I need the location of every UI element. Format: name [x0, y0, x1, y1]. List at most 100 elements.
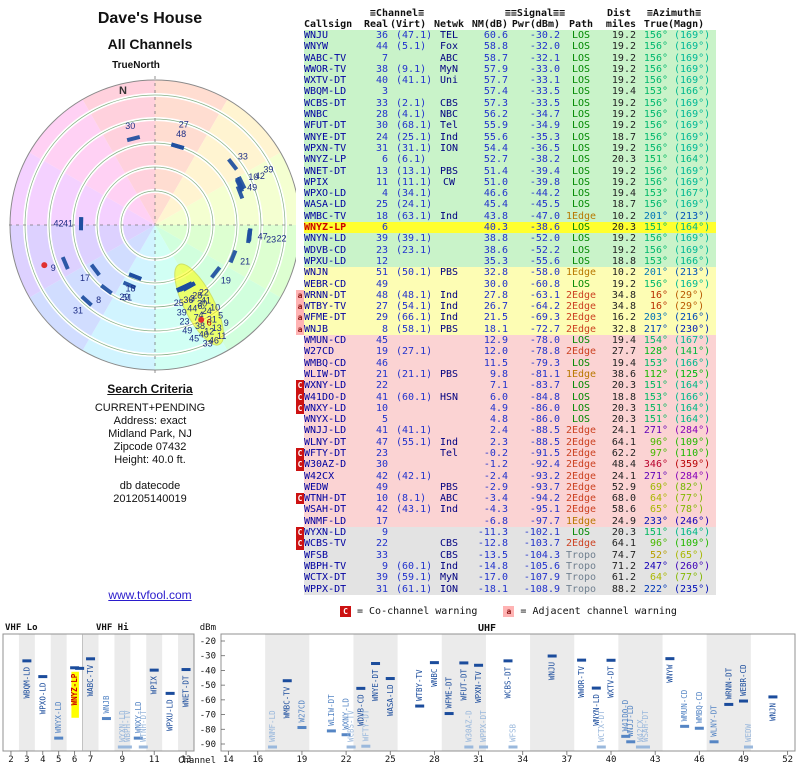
real-channel-cell: 7 — [381, 52, 388, 64]
azimuth-true-cell: 156° — [643, 97, 668, 109]
virtual-channel-cell — [388, 222, 430, 233]
axis-label: 13 — [181, 755, 192, 765]
real-channel-cell: 38 — [375, 63, 388, 75]
real-channel-cell: 6 — [381, 222, 388, 234]
callsign-cell: WPXO-LD — [304, 188, 347, 200]
azimuth-true-cell: 217° — [643, 323, 668, 335]
axis-label: 4 — [40, 755, 45, 765]
signal-callsign-label: WMBC-TV — [283, 686, 292, 718]
virtual-channel-cell: (61.1) — [390, 583, 430, 595]
nm-cell: 57.7 — [483, 75, 508, 87]
table-row: WNBC 28 (4.1) NBC 56.2 -34.7 LOS 19.2 156° (169… — [296, 109, 716, 121]
azimuth-true-cell: 153° — [643, 255, 668, 267]
distance-cell: 20.3 — [611, 380, 636, 392]
signal-callsign-label: WEDW — [744, 723, 753, 742]
station-channel-label: 5 — [218, 310, 223, 320]
network-cell: Fox — [439, 41, 459, 53]
azimuth-magn-cell: (284°) — [668, 425, 711, 437]
warning-marker: C — [296, 459, 304, 471]
station-channel-label: 22 — [276, 233, 286, 243]
azimuth-true-cell: 271° — [643, 470, 668, 482]
network-cell: CBS — [439, 97, 459, 109]
station-channel-label: 40 — [199, 330, 209, 340]
real-channel-cell: 36 — [375, 30, 388, 41]
virtual-channel-cell: (8.1) — [390, 493, 427, 505]
signal-callsign-label: WNET-DT — [182, 675, 191, 707]
azimuth-magn-cell: (169°) — [668, 165, 711, 177]
db-datecode-label: db datecode — [119, 480, 181, 492]
station-channel-label: 44 — [187, 304, 197, 314]
virtual-channel-cell: (68.1) — [390, 120, 430, 132]
azimuth-true-cell: 156° — [643, 199, 668, 211]
power-cell: -93.7 — [529, 481, 560, 493]
warning-marker — [296, 255, 304, 268]
real-channel-cell: 23 — [375, 244, 388, 256]
power-cell: -104.3 — [523, 549, 560, 561]
signal-bar — [341, 733, 351, 737]
station-channel-label: 42 — [255, 171, 265, 181]
azimuth-true-cell: 52° — [649, 549, 668, 561]
warning-marker: C — [296, 380, 304, 392]
distance-cell: 74.7 — [611, 549, 636, 561]
azimuth-true-cell: 151° — [643, 402, 668, 414]
callsign-cell: WNJN — [304, 267, 329, 279]
warning-marker — [296, 267, 304, 279]
azimuth-true-cell: 97° — [649, 447, 668, 459]
power-cell: -34.9 — [529, 120, 560, 132]
azimuth-true-cell: 16° — [649, 301, 668, 313]
azimuth-true-cell: 153° — [643, 86, 668, 98]
azimuth-true-cell: 69° — [649, 481, 668, 493]
nm-cell: 9.8 — [489, 368, 508, 380]
table-row: WDVB-CD 23 (23.1) 38.6 -52.2 LOS 19.2 156° (16… — [296, 244, 716, 256]
path-cell: 1Edge — [565, 368, 597, 380]
axis-label: VHF Hi — [96, 622, 129, 633]
tvfool-link[interactable]: www.tvfool.com — [108, 588, 192, 602]
callsign-cell: WPPX-DT — [304, 583, 347, 595]
real-channel-cell: 51 — [375, 267, 388, 279]
nm-cell: 57.9 — [483, 63, 508, 75]
callsign-cell: WMUN-CD — [304, 335, 347, 347]
real-channel-cell: 30 — [375, 459, 388, 471]
warning-marker — [296, 52, 304, 64]
station-channel-label: 13 — [212, 323, 222, 333]
azimuth-magn-cell: (78°) — [668, 504, 705, 516]
nm-cell: 52.7 — [483, 154, 508, 166]
virtual-channel-cell — [388, 550, 430, 561]
table-row: WCBS-DT 33 (2.1) CBS 57.3 -33.5 LOS 19.2 156° (… — [296, 97, 716, 110]
distance-cell: 10.2 — [611, 210, 636, 222]
signal-bar — [474, 663, 484, 667]
signal-callsign-label: WPXU-LD — [166, 699, 175, 731]
axis-label: 14 — [223, 755, 234, 765]
signal-callsign-label: WFSB — [508, 723, 517, 742]
path-cell: 2Edge — [565, 504, 597, 516]
azimuth-true-cell: 201° — [643, 267, 668, 279]
signal-bar — [86, 657, 96, 661]
path-cell: LOS — [571, 255, 591, 267]
azimuth-magn-cell: (169°) — [668, 244, 711, 256]
network-cell: Ind — [439, 312, 459, 324]
axis-label: 52 — [782, 755, 793, 765]
virtual-channel-cell — [388, 256, 430, 267]
path-cell: 2Edge — [565, 538, 597, 550]
nm-cell: -4.3 — [483, 504, 508, 516]
azimuth-magn-cell: (141°) — [668, 346, 711, 358]
virtual-channel-cell: (13.1) — [390, 165, 430, 177]
axis-label: -30 — [200, 652, 216, 662]
network-cell: TEL — [439, 30, 459, 41]
signal-bar — [133, 736, 143, 740]
virtual-channel-cell: (47.1) — [390, 30, 430, 41]
table-row: WNMF-LD 17 -6.8 -97.7 1Edge 24.9 233° (246°) — [296, 515, 716, 528]
power-cell: -86.0 — [529, 414, 560, 426]
callsign-cell: WMBQ-CD — [304, 357, 347, 369]
power-cell: -97.7 — [529, 515, 560, 527]
azimuth-magn-cell: (230°) — [668, 323, 711, 335]
azimuth-true-cell: 156° — [643, 75, 668, 87]
warning-marker — [296, 97, 304, 110]
warning-marker — [296, 86, 304, 98]
virtual-channel-cell: (2.1) — [390, 97, 427, 109]
station-channel-label: 8 — [96, 295, 101, 305]
real-channel-cell: 25 — [375, 199, 388, 211]
callsign-cell: WLNY-DT — [304, 436, 347, 448]
real-header: Real — [364, 19, 388, 30]
